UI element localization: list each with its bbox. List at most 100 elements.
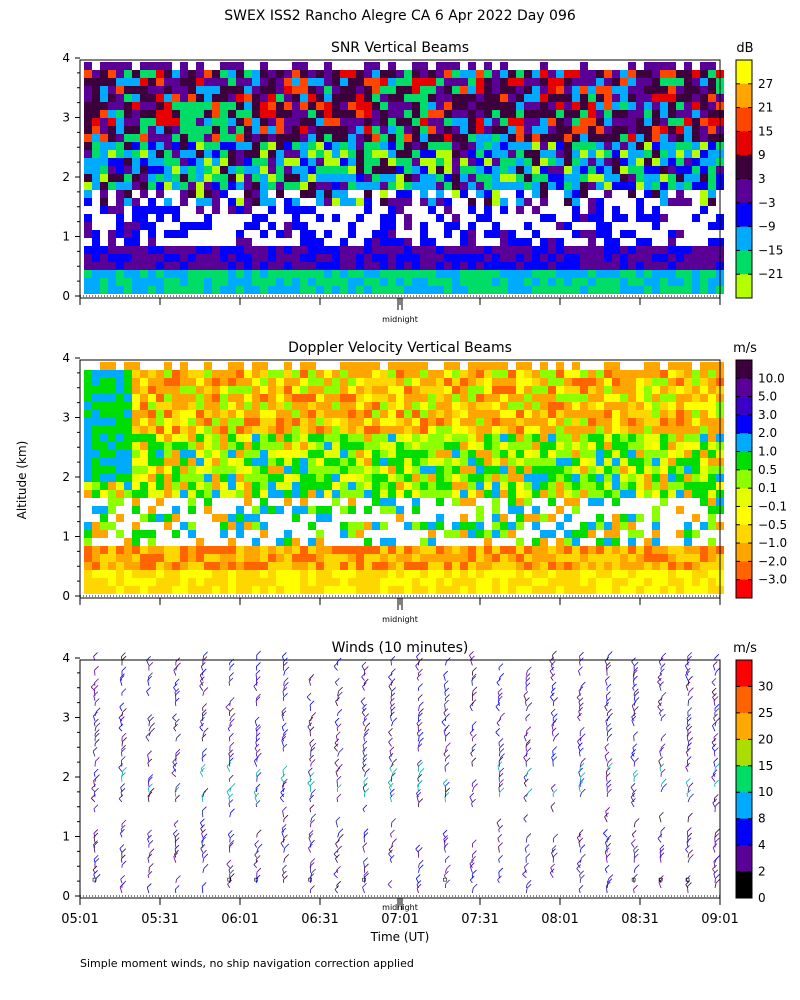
heatmap-cell [564, 530, 572, 538]
heatmap-cell [180, 546, 188, 554]
wind-barb-flag [95, 756, 100, 762]
heatmap-cell [244, 94, 252, 102]
heatmap-cell [212, 70, 220, 78]
heatmap-cell [156, 370, 164, 378]
wind-barb-flag [334, 738, 340, 744]
heatmap-cell [660, 426, 668, 434]
heatmap-cell [452, 466, 460, 474]
heatmap-cell [324, 182, 332, 190]
heatmap-cell [300, 546, 308, 554]
heatmap-cell [180, 578, 188, 586]
heatmap-cell [284, 586, 292, 594]
heatmap-cell [244, 246, 252, 254]
heatmap-cell [284, 182, 292, 190]
heatmap-cell [516, 378, 524, 386]
heatmap-cell [316, 150, 324, 158]
heatmap-cell [308, 78, 316, 86]
heatmap-cell [340, 578, 348, 586]
heatmap-cell [364, 150, 372, 158]
heatmap-cell [556, 126, 564, 134]
heatmap-cell [460, 458, 468, 466]
heatmap-cell [372, 110, 380, 118]
heatmap-cell [204, 434, 212, 442]
heatmap-cell [668, 418, 676, 426]
wind-barb-flag [228, 865, 234, 870]
heatmap-cell [516, 522, 524, 530]
heatmap-cell [684, 110, 692, 118]
heatmap-cell [460, 434, 468, 442]
heatmap-cell [220, 546, 228, 554]
heatmap-cell [172, 562, 180, 570]
heatmap-cell [332, 370, 340, 378]
heatmap-cell [476, 134, 484, 142]
y-tick-label: 2 [62, 170, 70, 184]
heatmap-cell [108, 570, 116, 578]
heatmap-cell [396, 278, 404, 286]
heatmap-cell [212, 110, 220, 118]
heatmap-cell [524, 386, 532, 394]
heatmap-cell [524, 134, 532, 142]
heatmap-cell [116, 158, 124, 166]
heatmap-cell [364, 570, 372, 578]
heatmap-cell [172, 110, 180, 118]
wind-barb-flag [283, 875, 288, 880]
heatmap-cell [356, 270, 364, 278]
heatmap-cell [340, 86, 348, 94]
heatmap-cell [212, 410, 220, 418]
heatmap-cell [452, 110, 460, 118]
heatmap-cell [188, 70, 196, 78]
heatmap-cell [460, 230, 468, 238]
heatmap-cell [396, 254, 404, 262]
heatmap-cell [484, 402, 492, 410]
heatmap-cell [84, 262, 92, 270]
heatmap-cell [276, 110, 284, 118]
colorbar-tick-label: 3.0 [758, 408, 777, 422]
heatmap-cell [404, 262, 412, 270]
heatmap-cell [524, 458, 532, 466]
heatmap-cell [364, 134, 372, 142]
wind-barb-flag [281, 707, 287, 712]
heatmap-cell [220, 386, 228, 394]
wind-barb [119, 706, 123, 712]
wind-barb [281, 714, 285, 722]
heatmap-cell [164, 402, 172, 410]
heatmap-cell [556, 270, 564, 278]
heatmap-cell [500, 198, 508, 206]
heatmap-cell [476, 466, 484, 474]
heatmap-cell [196, 570, 204, 578]
heatmap-cell [380, 474, 388, 482]
heatmap-cell [492, 546, 500, 554]
heatmap-cell [484, 362, 492, 370]
heatmap-cell [492, 134, 500, 142]
heatmap-cell [236, 458, 244, 466]
heatmap-cell [204, 362, 212, 370]
heatmap-cell [188, 182, 196, 190]
heatmap-cell [556, 150, 564, 158]
heatmap-cell [580, 490, 588, 498]
heatmap-cell [276, 270, 284, 278]
heatmap-cell [164, 134, 172, 142]
heatmap-cell [524, 578, 532, 586]
heatmap-cell [316, 378, 324, 386]
heatmap-cell [612, 262, 620, 270]
heatmap-cell [220, 158, 228, 166]
heatmap-cell [108, 418, 116, 426]
heatmap-cell [244, 286, 252, 294]
heatmap-cell [612, 434, 620, 442]
heatmap-cell [516, 394, 524, 402]
heatmap-cell [644, 490, 652, 498]
colorbar-swatch [736, 433, 752, 453]
heatmap-cell [212, 254, 220, 262]
heatmap-cell [396, 158, 404, 166]
heatmap-cell [132, 570, 140, 578]
heatmap-cell [676, 458, 684, 466]
wind-barb [363, 875, 365, 878]
heatmap-cell [364, 538, 372, 546]
heatmap-cell [244, 490, 252, 498]
wind-barb [174, 722, 177, 727]
wind-barb [148, 720, 150, 727]
heatmap-cell [444, 278, 452, 286]
heatmap-cell [676, 198, 684, 206]
heatmap-cell [332, 214, 340, 222]
heatmap-cell [444, 166, 452, 174]
